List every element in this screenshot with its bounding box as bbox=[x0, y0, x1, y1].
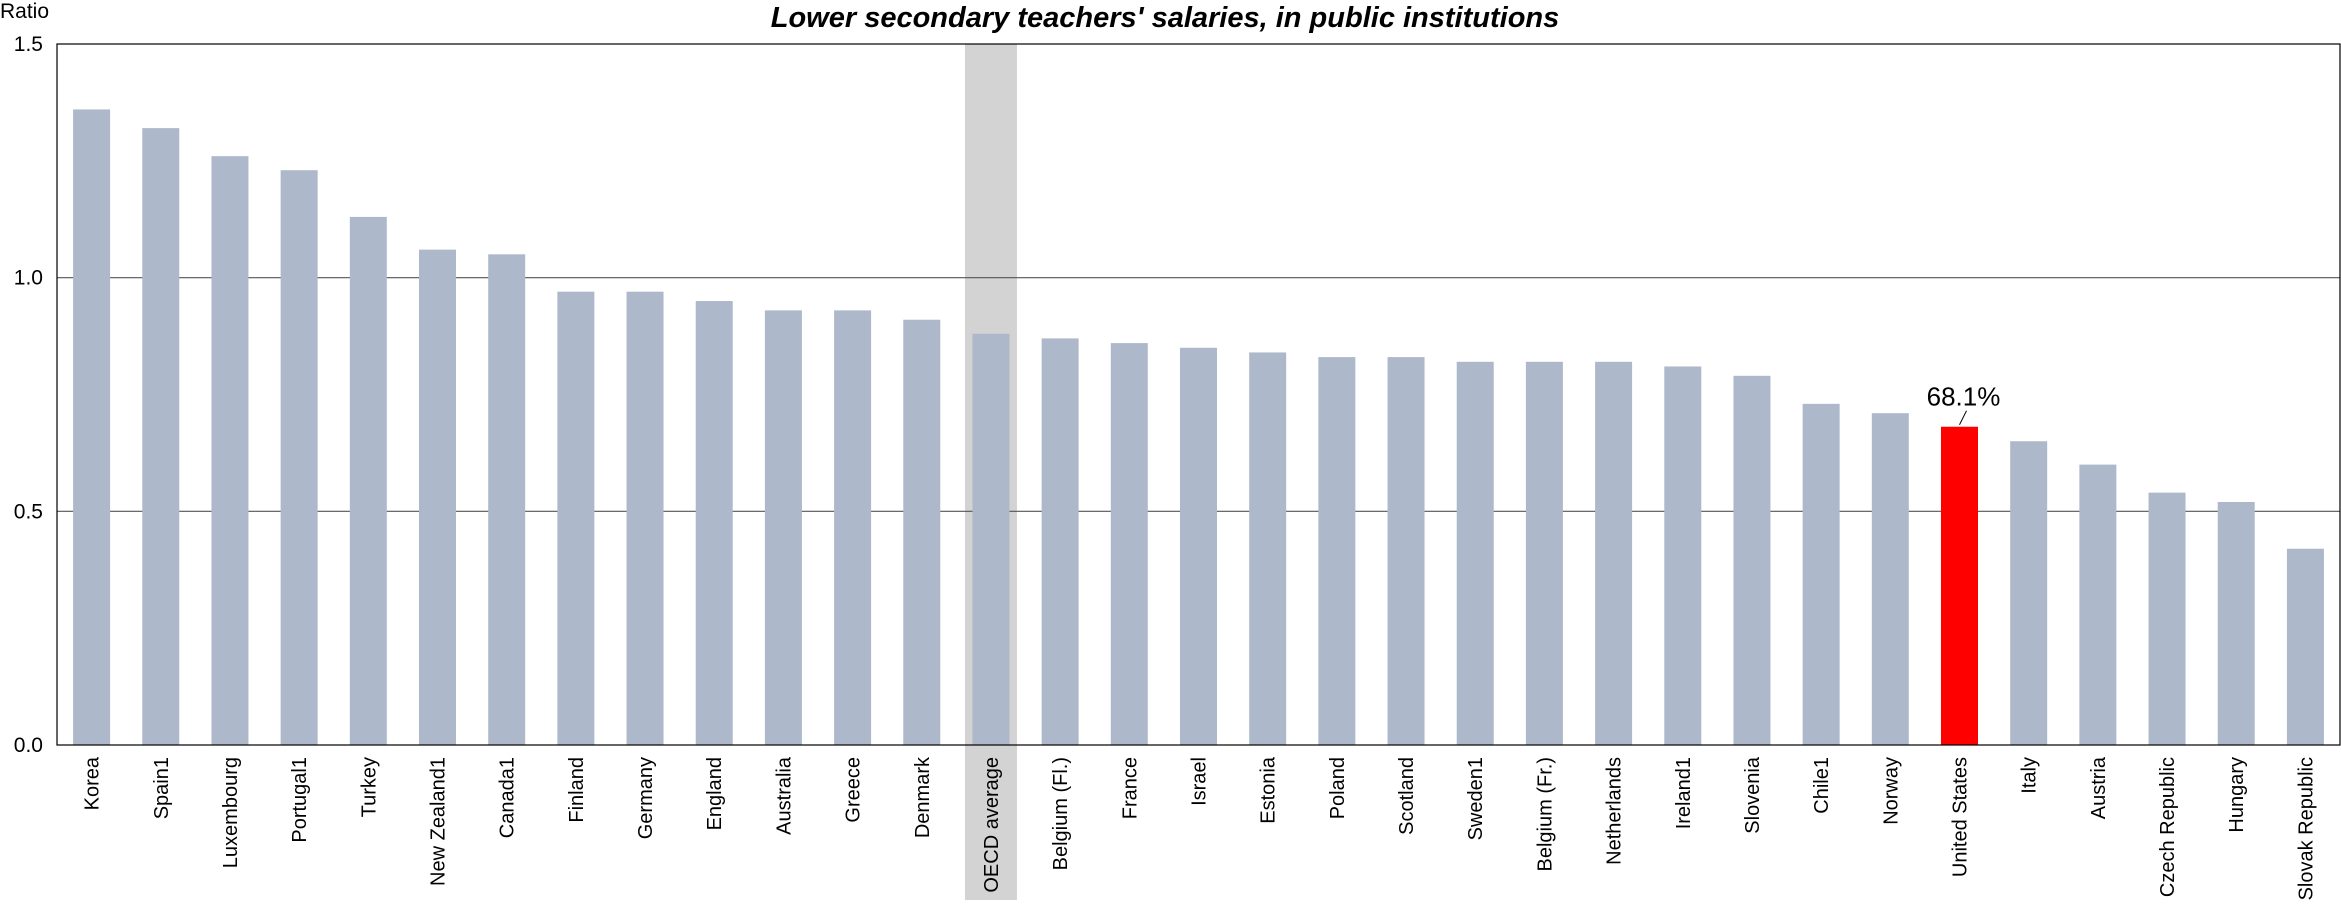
x-tick-label: New Zealand1 bbox=[428, 757, 450, 886]
plot-frame bbox=[56, 43, 2341, 746]
bar bbox=[557, 291, 595, 745]
bar bbox=[1387, 357, 1425, 745]
x-tick-label: Denmark bbox=[912, 756, 934, 838]
bar bbox=[211, 156, 249, 745]
y-tick-label: 1.5 bbox=[14, 33, 43, 56]
data-label: 68.1% bbox=[1927, 382, 2001, 412]
bar bbox=[1110, 343, 1148, 745]
chart-title: Lower secondary teachers' salaries, in p… bbox=[771, 2, 1560, 34]
x-tick-label: Spain1 bbox=[151, 757, 173, 819]
bar bbox=[488, 254, 526, 746]
y-axis-label: Ratio bbox=[0, 0, 49, 23]
bar bbox=[1664, 366, 1702, 745]
y-tick-label: 1.0 bbox=[14, 267, 43, 290]
bar bbox=[73, 109, 111, 746]
bar bbox=[1456, 361, 1494, 745]
x-tick-label: Ireland1 bbox=[1673, 757, 1695, 829]
bar bbox=[1733, 375, 1771, 745]
x-tick-label: Belgium (Fl.) bbox=[1050, 757, 1072, 870]
bar bbox=[1525, 361, 1563, 745]
x-tick-label: Belgium (Fr.) bbox=[1534, 757, 1556, 871]
x-tick-label: Slovenia bbox=[1742, 756, 1764, 834]
x-tick-label: England bbox=[704, 757, 726, 830]
bar bbox=[626, 291, 664, 745]
bar bbox=[349, 216, 387, 745]
x-tick-label: Scotland bbox=[1396, 757, 1418, 835]
bar bbox=[1941, 426, 1978, 745]
bar bbox=[142, 128, 180, 745]
bar bbox=[1595, 361, 1633, 745]
x-tick-label: Turkey bbox=[358, 757, 380, 817]
x-tick-label: Norway bbox=[1880, 757, 1902, 825]
x-tick-label: Poland bbox=[1327, 757, 1349, 819]
annotation-leader bbox=[1959, 410, 1967, 425]
x-tick-label: Israel bbox=[1189, 757, 1211, 806]
x-tick-label: Luxembourg bbox=[220, 757, 242, 868]
bar bbox=[1041, 338, 1079, 745]
x-tick-label: Estonia bbox=[1258, 756, 1280, 824]
x-tick-label: France bbox=[1119, 757, 1141, 819]
bar bbox=[1180, 347, 1217, 745]
bar bbox=[2148, 492, 2186, 745]
bar bbox=[834, 310, 872, 745]
x-tick-label: Portugal1 bbox=[289, 757, 311, 843]
x-tick-label: Slovak Republic bbox=[2295, 757, 2317, 900]
bar bbox=[1871, 413, 1909, 745]
x-tick-label: Italy bbox=[2019, 757, 2041, 794]
x-tick-label: Germany bbox=[635, 757, 657, 839]
x-tick-label: Korea bbox=[82, 756, 104, 810]
x-tick-label: Sweden1 bbox=[1465, 757, 1487, 840]
x-tick-label: Finland bbox=[566, 757, 588, 823]
x-tick-label: Greece bbox=[843, 757, 865, 823]
bar bbox=[2010, 441, 2048, 745]
x-tick-label: Chile1 bbox=[1811, 757, 1833, 814]
bar bbox=[1802, 403, 1840, 745]
bar bbox=[2286, 548, 2324, 745]
bar bbox=[2217, 501, 2255, 745]
bar bbox=[1318, 357, 1356, 745]
bar bbox=[764, 310, 802, 745]
x-tick-label: United States bbox=[1950, 757, 1972, 877]
x-tick-label: Canada1 bbox=[497, 757, 519, 838]
bar bbox=[419, 249, 456, 746]
x-tick-label: Czech Republic bbox=[2157, 757, 2179, 897]
x-tick-label: Netherlands bbox=[1604, 757, 1626, 865]
x-tick-label: Hungary bbox=[2226, 757, 2248, 833]
x-tick-label: Austria bbox=[2088, 756, 2110, 819]
x-tick-label: OECD average bbox=[981, 757, 1003, 893]
bar bbox=[1249, 352, 1287, 745]
bar bbox=[280, 170, 318, 745]
x-tick-label: Australia bbox=[773, 756, 795, 835]
y-tick-label: 0.0 bbox=[14, 734, 43, 757]
bar bbox=[972, 333, 1010, 745]
bar bbox=[2079, 464, 2117, 745]
bar bbox=[695, 301, 733, 745]
y-tick-label: 0.5 bbox=[14, 500, 43, 523]
bar bbox=[903, 319, 941, 745]
